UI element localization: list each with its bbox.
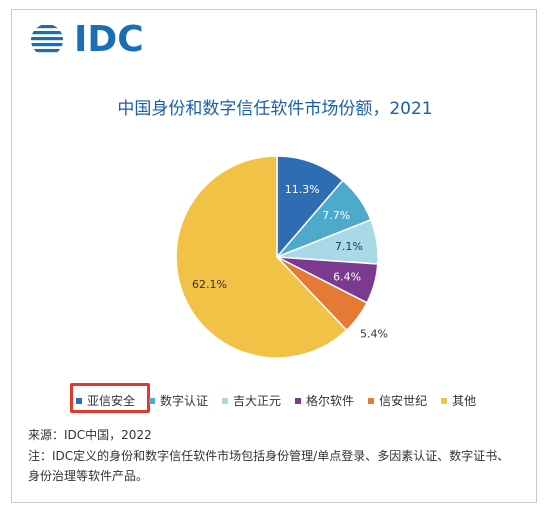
legend-swatch [149, 397, 156, 404]
note-text: 注：IDC定义的身份和数字信任软件市场包括身份管理/单点登录、多因素认证、数字证… [28, 449, 510, 483]
pie-slice [276, 155, 344, 260]
legend-item: 信安世纪 [368, 392, 427, 409]
legend-swatch [295, 397, 302, 404]
logo-text: IDC [74, 19, 144, 60]
legend-swatch [441, 397, 448, 404]
legend-label: 其他 [452, 394, 477, 408]
highlight-box [70, 383, 150, 413]
slice-label: 7.1% [335, 240, 363, 253]
idc-logo: IDC [30, 18, 144, 62]
slice-label: 6.4% [333, 270, 361, 283]
legend-label: 格尔软件 [306, 394, 355, 408]
legend-item: 格尔软件 [295, 392, 354, 409]
legend-swatch [368, 397, 375, 404]
slice-label: 5.4% [360, 327, 388, 340]
legend-item: 其他 [441, 392, 476, 409]
legend-label: 亚信安全 [87, 394, 136, 408]
slice-label: 11.3% [285, 183, 320, 196]
legend-item: 吉大正元 [222, 392, 281, 409]
pie-slice [175, 155, 348, 359]
legend-label: 数字认证 [160, 394, 209, 408]
globe-icon [31, 25, 63, 53]
slice-label: 7.7% [322, 209, 350, 222]
slice-label: 62.1% [192, 278, 227, 291]
legend-label: 信安世纪 [379, 394, 428, 408]
legend-swatch [76, 397, 82, 404]
source-text: 来源：IDC中国，2022 [28, 428, 152, 442]
chart-title: 中国身份和数字信任软件市场份额，2021 [117, 99, 433, 119]
legend-swatch [222, 397, 229, 404]
legend-item: 数字认证 [149, 392, 208, 409]
legend-item: 亚信安全 [76, 392, 135, 409]
legend-label: 吉大正元 [233, 394, 282, 408]
chart-legend: 亚信安全 数字认证 吉大正元 格尔软件 信安世纪 其他 [76, 392, 490, 409]
